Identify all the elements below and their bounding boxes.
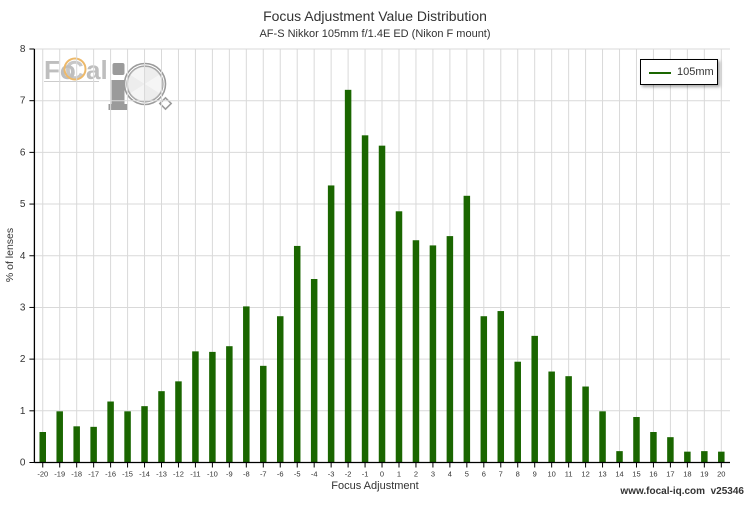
svg-text:12: 12 (581, 470, 589, 479)
svg-text:-18: -18 (71, 470, 82, 479)
svg-text:-2: -2 (345, 470, 352, 479)
svg-text:0: 0 (20, 458, 26, 469)
svg-text:17: 17 (666, 470, 674, 479)
svg-text:-16: -16 (105, 470, 116, 479)
svg-text:-1: -1 (362, 470, 369, 479)
svg-text:-3: -3 (328, 470, 335, 479)
svg-text:15: 15 (632, 470, 640, 479)
svg-text:-13: -13 (156, 470, 167, 479)
svg-text:-15: -15 (122, 470, 133, 479)
svg-text:13: 13 (598, 470, 606, 479)
svg-text:-7: -7 (260, 470, 267, 479)
svg-text:19: 19 (700, 470, 708, 479)
svg-text:9: 9 (533, 470, 537, 479)
svg-text:3: 3 (20, 302, 26, 313)
svg-text:-4: -4 (311, 470, 318, 479)
svg-text:14: 14 (615, 470, 623, 479)
svg-text:20: 20 (717, 470, 725, 479)
svg-text:3: 3 (431, 470, 435, 479)
svg-text:-14: -14 (139, 470, 150, 479)
svg-text:-10: -10 (207, 470, 218, 479)
svg-text:-8: -8 (243, 470, 250, 479)
svg-text:2: 2 (414, 470, 418, 479)
svg-text:8: 8 (516, 470, 520, 479)
svg-text:11: 11 (565, 470, 573, 479)
svg-text:4: 4 (20, 251, 26, 262)
svg-text:-17: -17 (88, 470, 99, 479)
svg-text:4: 4 (448, 470, 452, 479)
svg-text:1: 1 (397, 470, 401, 479)
svg-text:-11: -11 (190, 470, 200, 479)
svg-text:-5: -5 (294, 470, 301, 479)
svg-text:-12: -12 (173, 470, 184, 479)
svg-text:6: 6 (20, 147, 26, 158)
svg-text:5: 5 (465, 470, 469, 479)
svg-text:1: 1 (20, 406, 26, 417)
svg-text:16: 16 (649, 470, 657, 479)
svg-text:-9: -9 (226, 470, 233, 479)
svg-text:al: al (86, 55, 108, 85)
svg-text:-6: -6 (277, 470, 284, 479)
svg-text:7: 7 (20, 96, 26, 107)
svg-text:0: 0 (380, 470, 384, 479)
svg-text:-19: -19 (54, 470, 65, 479)
svg-text:5: 5 (20, 199, 26, 210)
svg-text:7: 7 (499, 470, 503, 479)
svg-text:10: 10 (547, 470, 555, 479)
svg-text:8: 8 (20, 44, 26, 55)
svg-text:6: 6 (482, 470, 486, 479)
svg-text:2: 2 (20, 354, 26, 365)
svg-text:-20: -20 (37, 470, 48, 479)
svg-text:18: 18 (683, 470, 691, 479)
